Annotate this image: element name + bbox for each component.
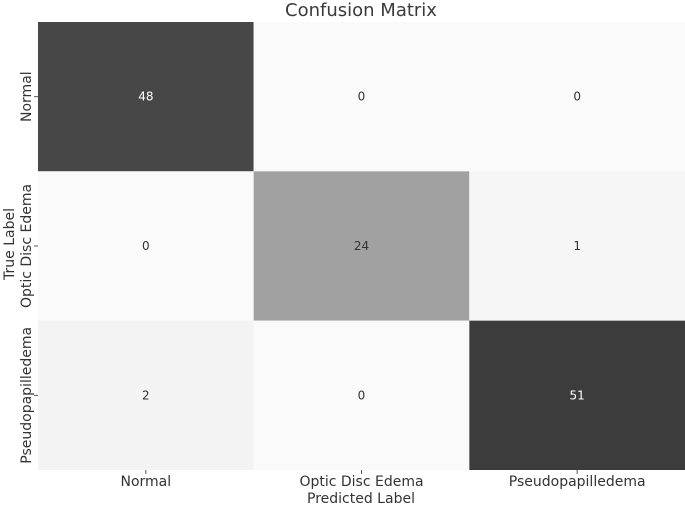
cell-value-label: 1 (573, 239, 581, 253)
heatmap-cells: 48 0 00 24 12 0 51 (38, 22, 685, 470)
x-tick-label: Normal (121, 474, 172, 490)
heatmap-cell (38, 320, 254, 470)
cell-value-label: 24 (354, 239, 369, 253)
chart-title: Confusion Matrix (285, 0, 437, 21)
axis-ticks: Normal Optic Disc Edema Pseudopapilledema N… (19, 71, 646, 490)
x-tick-label: Pseudopapilledema (509, 474, 646, 490)
heatmap-cell (38, 171, 254, 321)
heatmap-cell (469, 320, 685, 470)
heatmap-cell (469, 22, 685, 172)
heatmap-cell (253, 22, 470, 172)
cell-value-label: 0 (142, 239, 150, 253)
x-tick-label: Optic Disc Edema (299, 474, 423, 490)
x-axis-label: Predicted Label (307, 491, 415, 506)
heatmap-cell (253, 320, 470, 470)
heatmap-cell (469, 171, 685, 321)
cell-value-label: 0 (358, 90, 366, 104)
heatmap-cell (38, 22, 254, 172)
cell-value-label: 48 (138, 90, 153, 104)
cell-value-label: 0 (358, 388, 366, 402)
cell-value-label: 0 (573, 90, 581, 104)
y-tick-label: Optic Disc Edema (19, 184, 35, 308)
cell-value-label: 51 (570, 388, 585, 402)
cell-value-label: 2 (142, 388, 150, 402)
y-tick-label: Pseudopapilledema (19, 327, 35, 464)
y-tick-label: Normal (19, 71, 35, 122)
heatmap-cell (253, 171, 470, 321)
y-axis-label: True Label (2, 208, 18, 281)
